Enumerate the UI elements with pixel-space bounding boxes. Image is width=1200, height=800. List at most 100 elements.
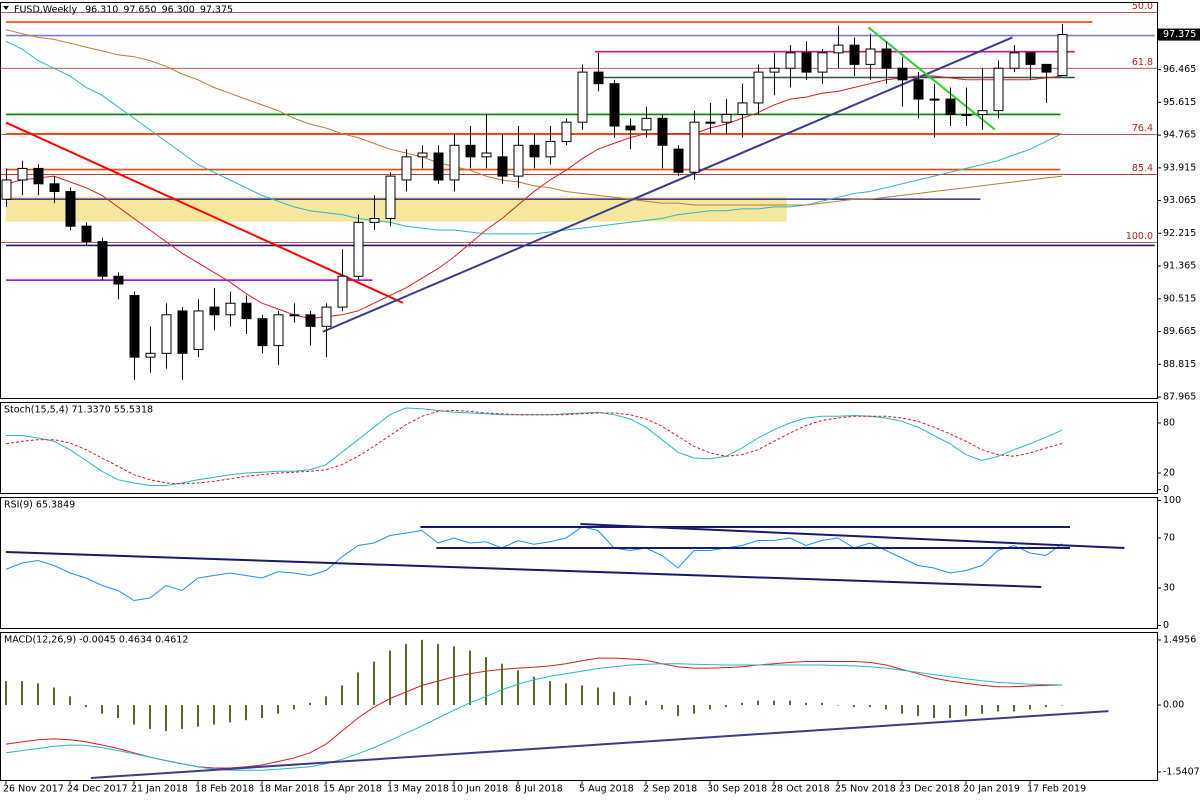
price-marker xyxy=(1158,28,1200,41)
histogram-bar xyxy=(133,705,135,725)
histogram-bar xyxy=(629,696,631,706)
histogram-bar xyxy=(197,705,199,727)
histogram-bar xyxy=(357,672,359,706)
candle-body xyxy=(401,156,412,181)
x-tick-label: 21 Jan 2018 xyxy=(131,784,188,795)
histogram-bar xyxy=(933,705,935,719)
candle-body xyxy=(721,113,732,123)
candle-body xyxy=(305,314,316,327)
histogram-bar xyxy=(405,644,407,706)
histogram-bar xyxy=(853,705,855,708)
y-tick-label: 1.4956 xyxy=(1163,635,1196,646)
x-tick-label: 18 Feb 2018 xyxy=(195,784,254,795)
histogram-bar xyxy=(309,702,311,706)
candle-body xyxy=(241,302,252,320)
pane-title: RSI(9) 65.3849 xyxy=(4,500,75,511)
histogram-bar xyxy=(597,687,599,706)
y-tick-label: 30 xyxy=(1163,583,1175,594)
pane-border xyxy=(0,497,1158,629)
indicator-line xyxy=(5,663,1063,771)
histogram-bar xyxy=(325,696,327,706)
histogram-bar xyxy=(341,685,343,706)
histogram-bar xyxy=(581,685,583,706)
histogram-bar xyxy=(741,702,743,706)
candle-body xyxy=(913,79,924,100)
candle-body xyxy=(561,121,572,142)
candle-body xyxy=(417,152,428,158)
histogram-bar xyxy=(1061,705,1063,706)
histogram-bar xyxy=(1029,705,1031,710)
histogram-bar xyxy=(901,705,903,714)
candle-body xyxy=(609,83,620,127)
x-tick-label: 28 Oct 2018 xyxy=(771,784,830,795)
trendline xyxy=(322,36,1013,333)
histogram-bar xyxy=(981,705,983,714)
candle-body xyxy=(337,275,348,308)
histogram-bar xyxy=(421,639,423,706)
candle-body xyxy=(161,314,172,354)
x-tick-label: 23 Dec 2018 xyxy=(899,784,960,795)
x-tick-label: 24 Dec 2017 xyxy=(67,784,128,795)
histogram-bar xyxy=(437,644,439,706)
candle-body xyxy=(785,52,796,69)
y-tick-label: 80 xyxy=(1163,418,1175,429)
histogram-bar xyxy=(821,702,823,706)
candle-body xyxy=(193,310,204,350)
y-tick-label: 90.515 xyxy=(1163,293,1196,304)
histogram-bar xyxy=(565,683,567,706)
x-tick-label: 30 Sep 2018 xyxy=(707,784,767,795)
histogram-bar xyxy=(517,670,519,706)
histogram-bar xyxy=(501,663,503,706)
x-tick-label: 25 Nov 2018 xyxy=(835,784,896,795)
candle-body xyxy=(849,44,860,65)
candle-body xyxy=(1009,52,1020,69)
candle-body xyxy=(177,310,188,354)
candle-body xyxy=(1025,52,1036,65)
candle-body xyxy=(737,102,748,115)
histogram-bar xyxy=(709,705,711,710)
fib-label: 50.0 xyxy=(1132,1,1153,12)
histogram-bar xyxy=(949,705,951,719)
candle-body xyxy=(113,275,124,285)
histogram-bar xyxy=(469,650,471,706)
candle-body xyxy=(929,98,940,101)
candle-body xyxy=(321,306,332,327)
candle-body xyxy=(289,314,300,317)
histogram-bar xyxy=(69,696,71,706)
candle-body xyxy=(753,71,764,104)
histogram-bar xyxy=(837,705,839,706)
histogram-bar xyxy=(789,700,791,706)
y-tick-label: 20 xyxy=(1163,468,1175,479)
histogram-bar xyxy=(85,705,87,708)
fib-label: 61.8 xyxy=(1132,57,1153,68)
histogram-bar xyxy=(21,681,23,706)
candle-body xyxy=(977,110,988,115)
x-tick-label: 2 Sep 2018 xyxy=(643,784,697,795)
histogram-bar xyxy=(453,646,455,706)
histogram-bar xyxy=(661,705,663,710)
pane-plot xyxy=(5,407,1063,486)
indicator-line xyxy=(5,40,1063,235)
histogram-bar xyxy=(533,676,535,706)
candle-body xyxy=(577,71,588,123)
y-tick-label: 100 xyxy=(1163,495,1181,506)
pane-border xyxy=(0,2,1158,399)
histogram-bar xyxy=(869,705,871,708)
y-tick-label: 91.365 xyxy=(1163,261,1196,272)
candle-body xyxy=(497,156,508,177)
candle-body xyxy=(353,221,364,277)
histogram-bar xyxy=(773,700,775,706)
candle-body xyxy=(833,44,844,54)
histogram-bar xyxy=(373,661,375,706)
histogram-bar xyxy=(725,705,727,708)
pane-border xyxy=(0,632,1158,781)
candle-body xyxy=(801,52,812,73)
x-tick-label: 13 May 2018 xyxy=(387,784,449,795)
histogram-bar xyxy=(997,705,999,712)
menu-arrow[interactable] xyxy=(3,6,9,10)
y-tick-label: 93.915 xyxy=(1163,162,1196,173)
histogram-bar xyxy=(261,705,263,719)
candle-body xyxy=(225,302,236,316)
candle-body xyxy=(97,241,108,277)
